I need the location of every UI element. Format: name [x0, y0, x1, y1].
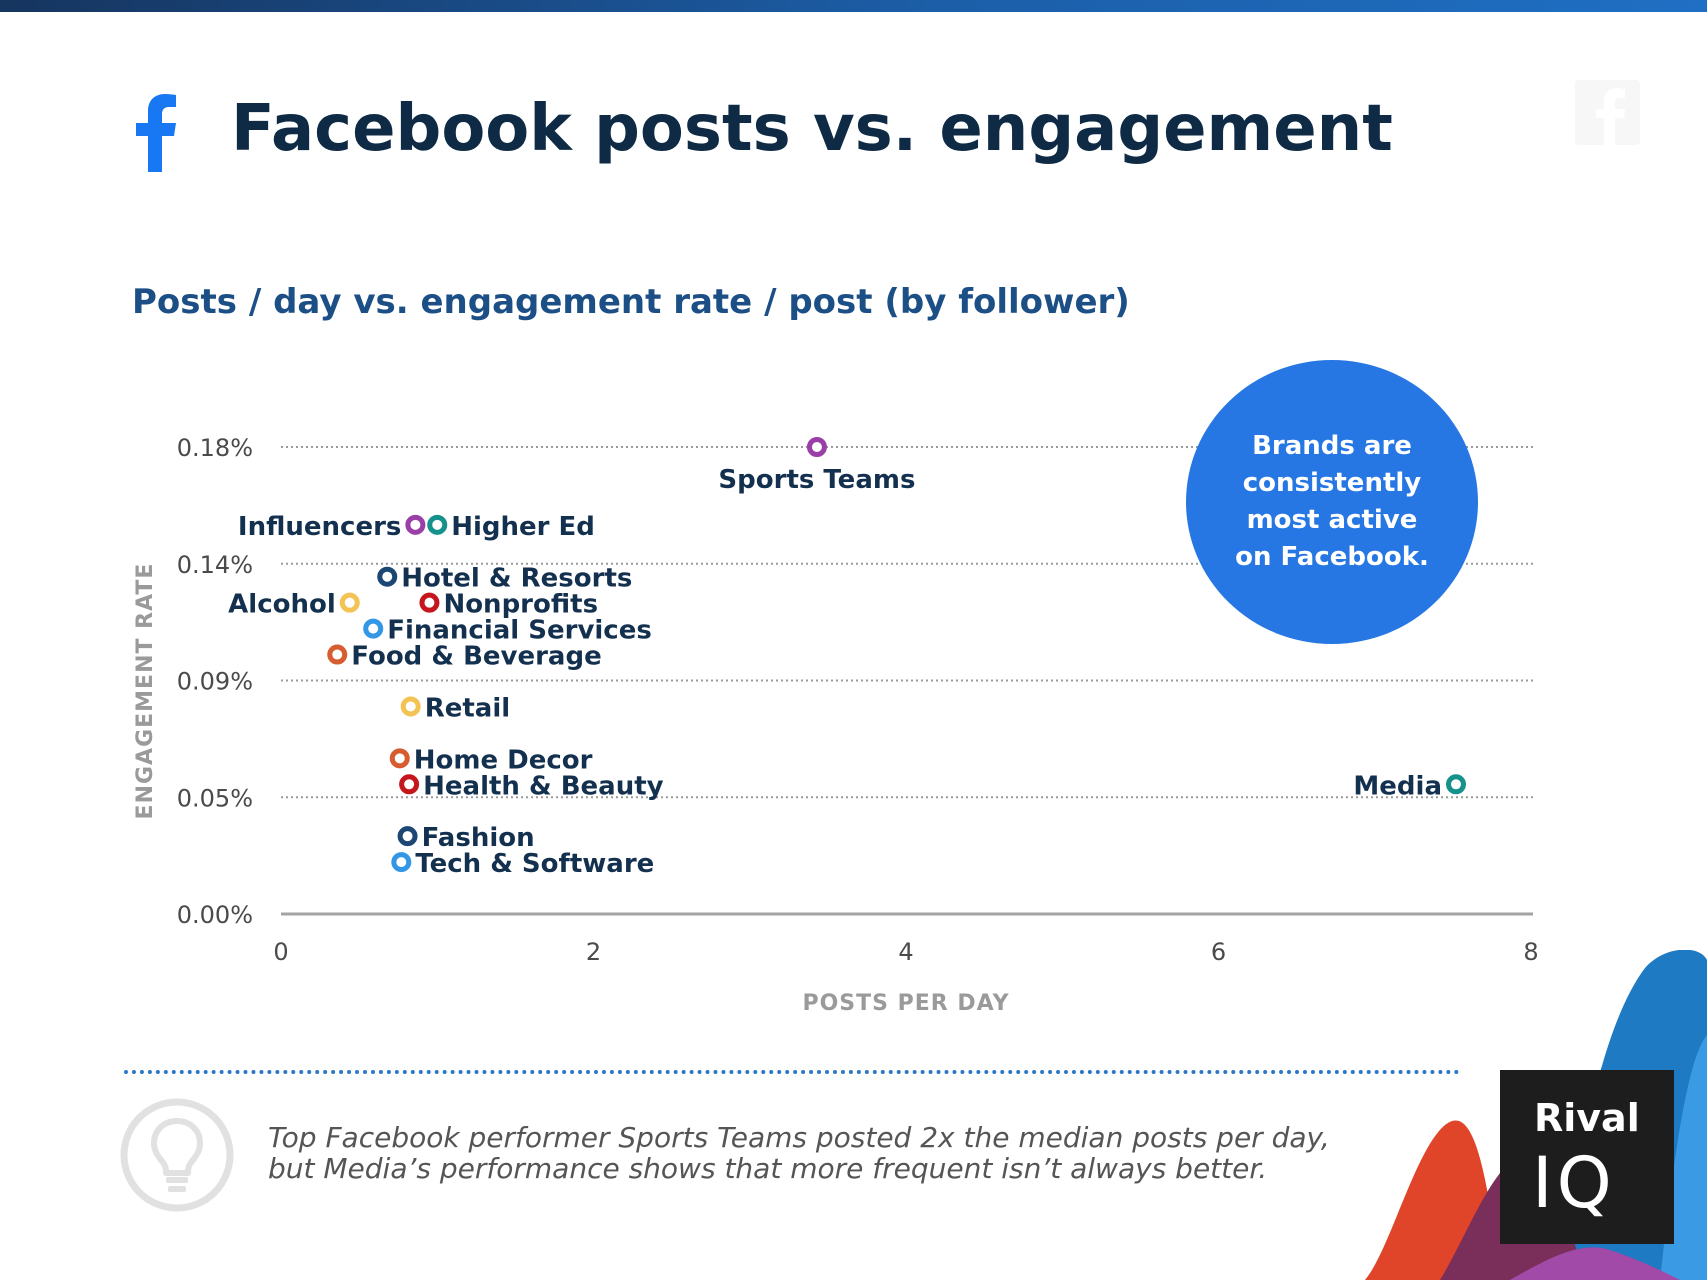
chart-subtitle: Posts / day vs. engagement rate / post (… [132, 282, 1130, 322]
data-point-marker [391, 852, 412, 873]
insight-text: Top Facebook performer Sports Teams post… [268, 1121, 1330, 1185]
data-point-label: Higher Ed [451, 512, 595, 542]
page-title: Facebook posts vs. engagement [231, 92, 1393, 166]
data-point-marker [405, 514, 426, 535]
data-point-label: Retail [425, 693, 510, 723]
y-tick-label: 0.14% [177, 551, 253, 579]
data-point-marker [427, 514, 448, 535]
data-point-marker [377, 566, 398, 587]
data-point-label: Financial Services [387, 616, 652, 646]
axis-ticks: 0.00% 0.05% 0.09% 0.14% 0.18% 0 2 4 6 8 [177, 434, 1539, 966]
y-tick-label: 0.00% [177, 901, 253, 929]
data-point-label: Health & Beauty [423, 771, 664, 801]
x-tick-label: 2 [586, 938, 601, 966]
data-point-marker [363, 618, 384, 639]
data-point-label: Tech & Software [415, 849, 654, 879]
callout-bubble: Brands are consistently most active on F… [1186, 360, 1478, 644]
data-point-marker [400, 696, 421, 717]
callout-text: Brands are consistently most active on F… [1235, 431, 1429, 572]
y-tick-label: 0.05% [177, 784, 253, 812]
data-points: Sports Teams Influencers Higher Ed Hotel & … [228, 437, 1466, 879]
x-axis-title: POSTS PER DAY [802, 991, 1009, 1016]
top-accent-bar [0, 0, 1707, 12]
y-tick-label: 0.18% [177, 434, 253, 462]
facebook-watermark-icon [1575, 80, 1640, 145]
data-point-marker [1446, 774, 1466, 795]
data-point-label: Hotel & Resorts [401, 564, 632, 594]
gridlines [281, 446, 1533, 916]
data-point-label: Home Decor [414, 745, 593, 775]
data-point-marker [397, 826, 418, 847]
data-point-label: Nonprofits [443, 590, 598, 620]
y-tick-label: 0.09% [177, 668, 253, 696]
data-point-label: Media [1353, 771, 1442, 801]
data-point-marker [806, 437, 827, 457]
data-point-label: Influencers [238, 512, 401, 542]
data-point-marker [339, 592, 360, 613]
data-point-label: Fashion [422, 823, 535, 853]
logo-text-iq: IQ [1532, 1142, 1616, 1224]
data-point-marker [389, 748, 410, 769]
data-point-marker [327, 644, 348, 665]
logo-text-rival: Rival [1534, 1096, 1640, 1140]
section-divider [124, 1070, 1460, 1074]
data-point-label: Food & Beverage [351, 642, 601, 672]
data-point-label: Alcohol [228, 590, 336, 620]
facebook-icon [136, 94, 176, 172]
scatter-chart: 0.00% 0.05% 0.09% 0.14% 0.18% 0 2 4 6 8 ENGAGEMEN… [133, 434, 1539, 1016]
y-axis-title: ENGAGEMENT RATE [133, 563, 158, 820]
x-tick-label: 4 [898, 938, 913, 966]
x-tick-label: 0 [273, 938, 288, 966]
lightbulb-icon [120, 1098, 234, 1212]
data-point-label: Sports Teams [718, 465, 915, 495]
x-tick-label: 8 [1523, 938, 1538, 966]
data-point-marker [399, 774, 420, 795]
data-point-marker [419, 592, 440, 613]
rival-iq-logo: Rival IQ [1500, 1070, 1674, 1244]
x-tick-label: 6 [1211, 938, 1226, 966]
